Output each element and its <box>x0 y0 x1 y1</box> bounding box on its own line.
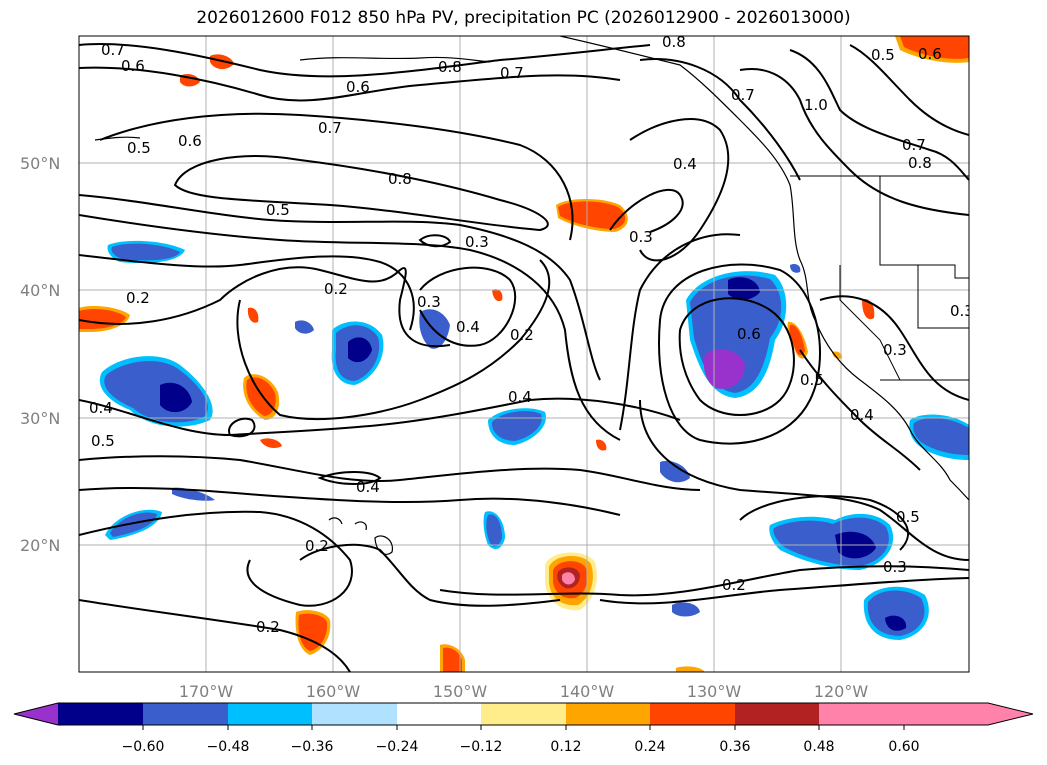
lon-label: 160°W <box>306 682 361 701</box>
contour-label: 0.2 <box>256 618 280 636</box>
graticule <box>79 36 969 672</box>
colorbar-tick-label: 0.48 <box>803 739 834 755</box>
borders <box>790 175 969 381</box>
lon-label: 140°W <box>560 682 615 701</box>
map-title: 2026012600 F012 850 hPa PV, precipitatio… <box>196 8 851 28</box>
contour-label: 0.5 <box>91 432 115 450</box>
contour-label: 0.4 <box>456 318 480 336</box>
colorbar-extend-right-fill <box>904 703 1033 725</box>
colorbar-tick-label: −0.24 <box>376 739 419 755</box>
contour-label: 0.4 <box>673 155 697 173</box>
precip-negative-patches <box>99 240 969 640</box>
colorbar-tick-label: 0.60 <box>888 739 919 755</box>
contour-label: 0.6 <box>737 325 761 343</box>
lon-label: 120°W <box>814 682 869 701</box>
colorbar-tick-label: −0.36 <box>291 739 334 755</box>
longitude-labels: 170°W 160°W 150°W 140°W 130°W 120°W <box>179 682 869 701</box>
contour-label: 0.5 <box>896 508 920 526</box>
latitude-labels: 50°N 40°N 30°N 20°N <box>20 154 60 555</box>
colorbar-segment <box>819 703 904 725</box>
colorbar-segment <box>481 703 566 725</box>
colorbar-tick-label: −0.48 <box>207 739 250 755</box>
colorbar-segment <box>566 703 650 725</box>
contour-label: 0.4 <box>508 388 532 406</box>
contour-label: 0.3 <box>883 341 907 359</box>
contour-label: 0.8 <box>438 58 462 76</box>
colorbar-extend-left <box>14 703 58 725</box>
contour-label: 0.8 <box>662 33 686 51</box>
contour-label: 0.3 <box>629 228 653 246</box>
colorbar-tick-label: −0.60 <box>122 739 165 755</box>
contour-label: 0.7 <box>731 86 755 104</box>
contour-label: 0.3 <box>883 558 907 576</box>
colorbar-tick-label: 0.12 <box>550 739 581 755</box>
contour-label: 0.4 <box>89 399 113 417</box>
map-frame <box>78 35 970 673</box>
contour-label: 0.5 <box>800 371 824 389</box>
contour-label: 0.4 <box>356 478 380 496</box>
colorbar-segment <box>58 703 143 725</box>
contour-label: 0.7 <box>902 136 926 154</box>
colorbar-segment <box>228 703 312 725</box>
contour-label: 1.0 <box>804 96 828 114</box>
colorbar-segment <box>397 703 481 725</box>
colorbar-outline <box>13 702 1034 726</box>
contour-label: 0.7 <box>101 41 125 59</box>
contour-label: 0.2 <box>722 576 746 594</box>
contour-label: 0.2 <box>324 280 348 298</box>
contour-label: 0.2 <box>510 326 534 344</box>
colorbar-segment <box>143 703 228 725</box>
colorbar-ticks <box>142 725 905 730</box>
colorbar-tick-label: 0.24 <box>634 739 665 755</box>
contour-label: 0.6 <box>121 57 145 75</box>
contour-label: 0.3 <box>950 302 974 320</box>
contour-label: 0.6 <box>346 78 370 96</box>
colorbar-segment <box>312 703 397 725</box>
contour-label: 0.8 <box>908 154 932 172</box>
contour-label: 0.2 <box>305 537 329 555</box>
contour-label: 0.2 <box>126 289 150 307</box>
lat-label: 20°N <box>20 536 60 555</box>
lat-label: 30°N <box>20 409 60 428</box>
contour-label: 0.8 <box>388 170 412 188</box>
contour-label: 0.4 <box>850 406 874 424</box>
contour-label: 0.3 <box>465 233 489 251</box>
lon-label: 150°W <box>433 682 488 701</box>
contour-label: 0.6 <box>918 45 942 63</box>
contour-label: 0.7 <box>500 64 524 82</box>
contour-label: 0.3 <box>417 293 441 311</box>
precip-positive-patches <box>79 36 969 672</box>
pv-contours <box>79 43 969 672</box>
colorbar-tick-label: −0.12 <box>460 739 503 755</box>
lon-label: 170°W <box>179 682 234 701</box>
colorbar-segment <box>735 703 819 725</box>
map-panel: 0.7 0.6 0.5 0.6 0.7 0.8 0.5 0.3 0.2 0.2 … <box>79 33 974 672</box>
contour-label: 0.5 <box>266 201 290 219</box>
colorbar-segment <box>650 703 735 725</box>
contour-label: 0.5 <box>871 46 895 64</box>
colorbar: −0.60 −0.48 −0.36 −0.24 −0.12 0.12 0.24 … <box>13 702 1034 755</box>
contour-labels: 0.7 0.6 0.5 0.6 0.7 0.8 0.5 0.3 0.2 0.2 … <box>89 33 974 636</box>
lon-label: 130°W <box>687 682 742 701</box>
contour-label: 0.6 <box>178 132 202 150</box>
coastlines <box>94 36 969 555</box>
contour-label: 0.5 <box>127 139 151 157</box>
lat-label: 50°N <box>20 154 60 173</box>
contour-label: 0.7 <box>318 119 342 137</box>
colorbar-tick-label: 0.36 <box>719 739 750 755</box>
lat-label: 40°N <box>20 281 60 300</box>
